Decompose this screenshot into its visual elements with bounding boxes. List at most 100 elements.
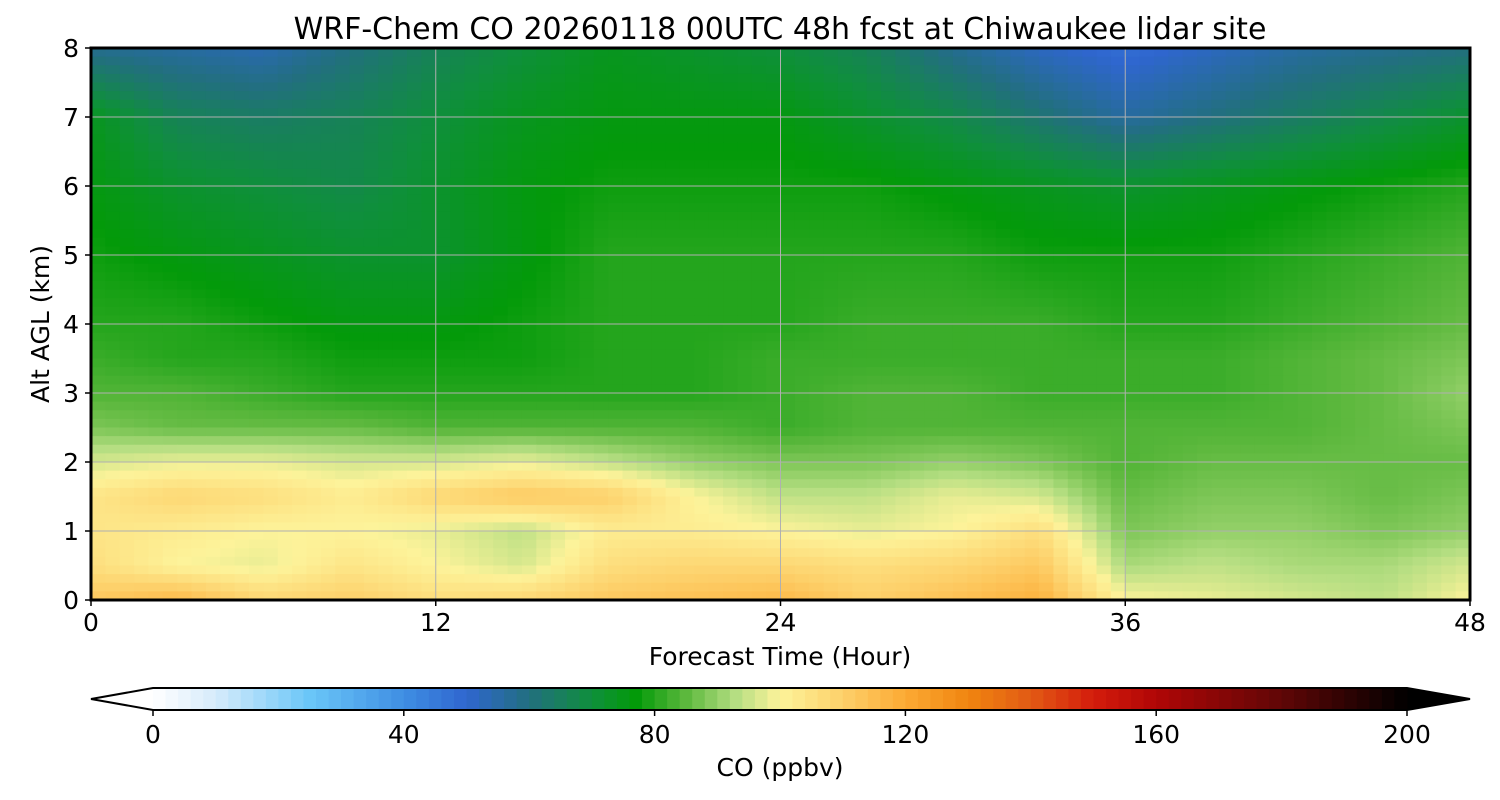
heatmap-cell — [421, 177, 437, 187]
heatmap-cell — [234, 349, 250, 360]
heatmap-cell — [895, 444, 911, 454]
heatmap-cell — [1110, 358, 1126, 368]
heatmap-cell — [1225, 82, 1241, 92]
heatmap-cell — [852, 384, 868, 394]
heatmap-cell — [780, 108, 796, 118]
heatmap-cell — [148, 462, 164, 472]
heatmap-cell — [924, 410, 940, 420]
heatmap-cell — [105, 220, 121, 230]
heatmap-cell — [536, 229, 552, 239]
heatmap-cell — [780, 332, 796, 342]
heatmap-cell — [234, 367, 250, 377]
heatmap-cell — [478, 341, 494, 351]
heatmap-cell — [1326, 91, 1342, 101]
heatmap-cell — [995, 73, 1011, 84]
heatmap-cell — [837, 229, 853, 239]
heatmap-cell — [751, 410, 767, 420]
heatmap-cell — [1225, 186, 1241, 196]
heatmap-cell — [1182, 142, 1198, 153]
heatmap-cell — [565, 186, 580, 196]
heatmap-cell — [794, 82, 810, 92]
heatmap-cell — [751, 203, 767, 213]
heatmap-cell — [1182, 99, 1198, 109]
heatmap-cell — [780, 367, 796, 377]
heatmap-cell — [234, 125, 250, 135]
heatmap-cell — [593, 418, 609, 429]
heatmap-cell — [1268, 56, 1284, 66]
heatmap-cell — [1067, 142, 1083, 153]
heatmap-cell — [119, 367, 135, 377]
heatmap-cell — [162, 280, 178, 291]
heatmap-cell — [708, 462, 724, 472]
heatmap-cell — [565, 246, 580, 256]
heatmap-cell — [234, 73, 250, 84]
heatmap-cell — [809, 211, 825, 222]
heatmap-cell — [1383, 99, 1399, 109]
heatmap-cell — [694, 151, 710, 161]
heatmap-cell — [1240, 375, 1256, 385]
heatmap-cell — [363, 298, 379, 308]
heatmap-cell — [751, 194, 767, 204]
heatmap-cell — [1283, 211, 1299, 222]
heatmap-cell — [1311, 160, 1327, 170]
heatmap-cell — [1283, 332, 1299, 342]
heatmap-cell — [852, 56, 868, 66]
heatmap-cell — [1225, 229, 1241, 239]
heatmap-cell — [866, 108, 882, 118]
heatmap-cell — [464, 220, 480, 230]
heatmap-cell — [378, 82, 394, 92]
heatmap-cell — [335, 168, 351, 178]
heatmap-cell — [995, 263, 1011, 273]
heatmap-cell — [981, 324, 997, 334]
heatmap-cell — [407, 263, 422, 273]
heatmap-cell — [1240, 142, 1256, 153]
heatmap-cell — [464, 427, 480, 437]
heatmap-cell — [493, 479, 509, 489]
heatmap-cell — [723, 367, 738, 377]
heatmap-cell — [1197, 341, 1213, 351]
heatmap-cell — [622, 349, 638, 360]
heatmap-cell — [608, 82, 624, 92]
heatmap-cell — [1441, 427, 1457, 437]
heatmap-cell — [1254, 229, 1270, 239]
heatmap-cell — [191, 246, 207, 256]
heatmap-cell — [507, 194, 523, 204]
heatmap-cell — [866, 375, 882, 385]
heatmap-cell — [478, 48, 494, 58]
heatmap-cell — [881, 332, 897, 342]
heatmap-cell — [794, 444, 810, 454]
heatmap-cell — [622, 65, 638, 75]
heatmap-cell — [1254, 324, 1270, 334]
heatmap-cell — [737, 436, 753, 446]
heatmap-cell — [148, 306, 164, 316]
heatmap-cell — [1455, 73, 1470, 84]
heatmap-cell — [306, 444, 322, 454]
heatmap-cell — [349, 211, 365, 222]
heatmap-cell — [1053, 479, 1069, 489]
heatmap-cell — [1010, 237, 1026, 247]
heatmap-cell — [579, 298, 595, 308]
heatmap-cell — [134, 393, 150, 403]
heatmap-cell — [1426, 470, 1442, 480]
heatmap-cell — [952, 324, 968, 334]
heatmap-cell — [550, 194, 566, 204]
heatmap-cell — [1182, 246, 1198, 256]
heatmap-cell — [1254, 280, 1270, 291]
heatmap-cell — [478, 306, 494, 316]
heatmap-cell — [952, 487, 968, 498]
heatmap-cell — [521, 65, 537, 75]
heatmap-cell — [1197, 168, 1213, 178]
heatmap-cell — [191, 186, 207, 196]
heatmap-cell — [1455, 479, 1470, 489]
heatmap-cell — [1168, 358, 1184, 368]
heatmap-cell — [694, 462, 710, 472]
heatmap-cell — [1254, 436, 1270, 446]
heatmap-cell — [694, 73, 710, 84]
heatmap-cell — [507, 82, 523, 92]
heatmap-cell — [1197, 280, 1213, 291]
heatmap-cell — [306, 65, 322, 75]
heatmap-cell — [263, 220, 279, 230]
heatmap-cell — [593, 436, 609, 446]
heatmap-cell — [780, 134, 796, 144]
heatmap-cell — [622, 194, 638, 204]
